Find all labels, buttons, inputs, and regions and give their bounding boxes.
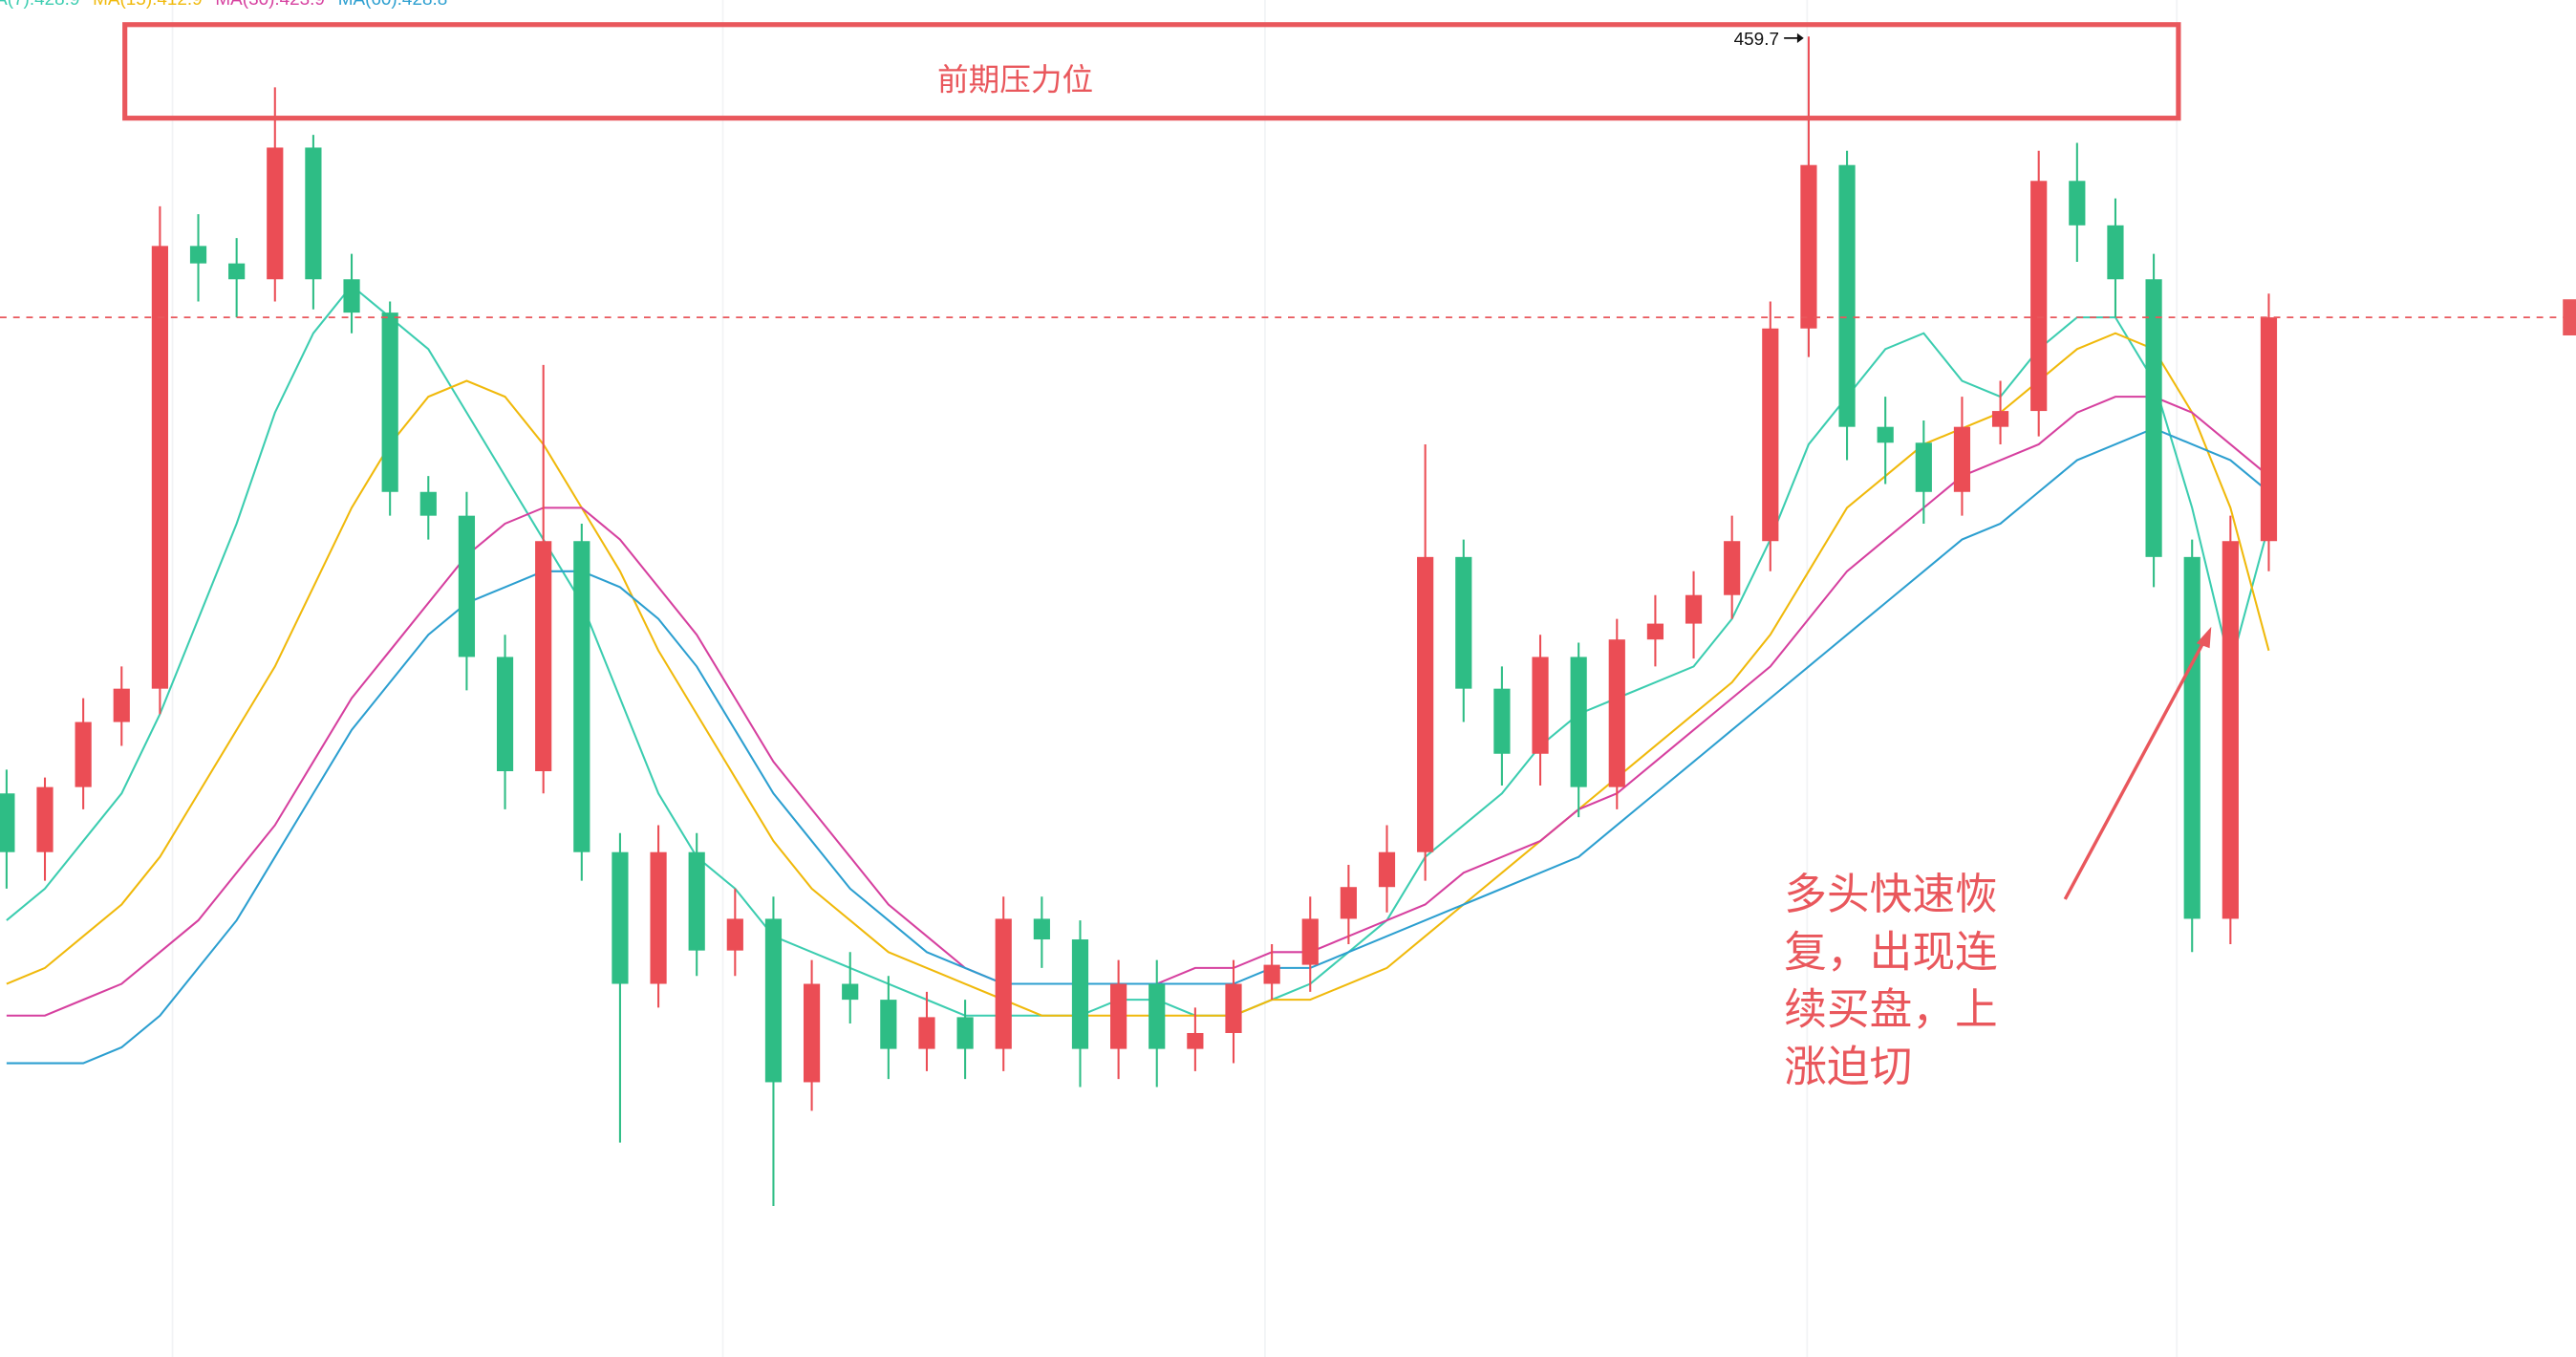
max-price-arrowhead [1796,32,1804,44]
annotation-arrow [2063,638,2206,900]
candle-body [1493,688,1511,754]
legend-entry: MA(60):428.8 [338,0,448,10]
candle-body [343,279,360,313]
max-price-label: 459.7 [1734,30,1779,50]
candle-body [305,147,322,280]
candle-body [458,515,476,657]
candle-body [228,263,246,280]
legend-entry: MA(15):412.9 [93,0,203,10]
candle-body [803,983,821,1083]
legend-entry: MA(30):423.9 [215,0,325,10]
annotation-line: 涨迫切 [1784,1045,1912,1091]
candle-body [1800,164,1817,329]
candle-body [1646,623,1664,640]
candle-body [151,246,168,689]
candle-body [2222,541,2239,919]
candle-body [1071,939,1089,1049]
annotation-arrowhead [2196,626,2212,649]
legend-entry: MA(7):428.9 [0,0,79,10]
candle-body [1838,164,1856,427]
candle-body [1263,964,1280,984]
candle-body [956,1017,974,1049]
candle-body [1378,851,1396,888]
candle-body [2069,181,2086,226]
moving-average [6,284,2270,1017]
candle-body [2030,181,2048,412]
candle-body [2260,317,2278,542]
candle-body [381,312,398,492]
plot: 459.7 MA(7):428.9 MA(15):412.9 MA(30):423.9… [0,0,2576,1206]
candle-body [1877,426,1894,443]
candle-body [2107,225,2124,280]
candle-body [918,1017,935,1049]
resistance-box [122,22,2181,121]
candle-body [189,246,207,264]
candle-body [1301,918,1319,965]
candle-body [1417,556,1434,852]
candle-body [1608,639,1625,787]
candle-body [1455,556,1472,689]
candle-body [688,851,705,951]
candle-body [764,918,783,1083]
annotation-line: 多头快速恢 [1784,872,1997,918]
candle-body [880,1000,897,1049]
candle-body [1991,411,2009,427]
candle-body [1225,983,1242,1033]
candle-body [1033,918,1050,940]
candle-body [75,722,92,787]
candle-body [726,918,743,951]
candle-body [1685,594,1703,624]
candle-body [1915,442,1932,492]
candle-body [650,851,667,984]
candle-body [496,657,514,772]
candle-body [0,793,15,852]
candle-body [113,688,130,722]
candle-body [1532,657,1549,754]
annotation-line: 复，出现连 [1784,929,1997,976]
candle-body [1762,328,1779,542]
candle-body [2145,279,2162,557]
last-price-marker [2563,299,2576,335]
candle-body [419,491,437,516]
candle-body [612,851,629,984]
candle-body [1953,426,1971,492]
vertical-grid [171,0,2179,1357]
annotation-line: 续买盘，上 [1784,986,1997,1033]
candle-body [1340,887,1357,919]
resistance-label: 前期压力位 [937,61,1093,97]
candle-body [1570,657,1587,787]
candle-body [573,541,590,852]
candle-body [1724,541,1741,595]
candle-body [36,786,54,852]
candle-body [1148,983,1166,1049]
candle-body [2183,556,2200,919]
moving-average [6,427,2270,1065]
candle-body [1110,983,1127,1049]
candle-body [1187,1032,1204,1049]
candle-body [842,983,859,1001]
candle-body [995,918,1012,1049]
annotation: 多头快速恢 复，出现连 续买盘，上 涨迫切 [1784,872,1997,1090]
candle-body [535,541,552,772]
candle-body [267,147,284,280]
